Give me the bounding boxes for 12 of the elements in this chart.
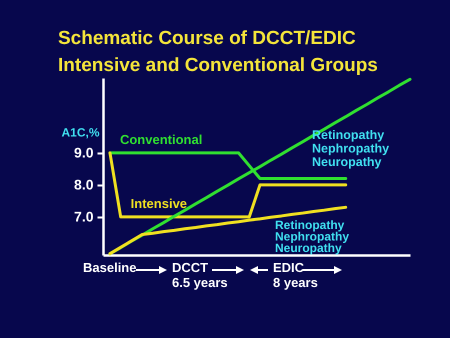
chart-title: Schematic Course of DCCT/EDIC Intensive and Conventional Groups (58, 28, 378, 76)
y-tick-label: 9.0 (74, 144, 94, 160)
annotation: Retinopathy Nephropathy Neuropathy (312, 128, 390, 169)
text: Baseline (83, 260, 136, 275)
text: EDIC 8 years (273, 260, 318, 290)
text: DCCT 6.5 years (172, 260, 228, 290)
y-axis-title: A1C,% (62, 126, 100, 140)
y-tick-label: 7.0 (74, 208, 94, 224)
annotation: Retinopathy Nephropathy Neuropathy (275, 218, 350, 255)
y-tick-label: 8.0 (74, 176, 94, 192)
series-label: Intensive (130, 196, 188, 211)
series-label: Conventional (120, 132, 202, 147)
